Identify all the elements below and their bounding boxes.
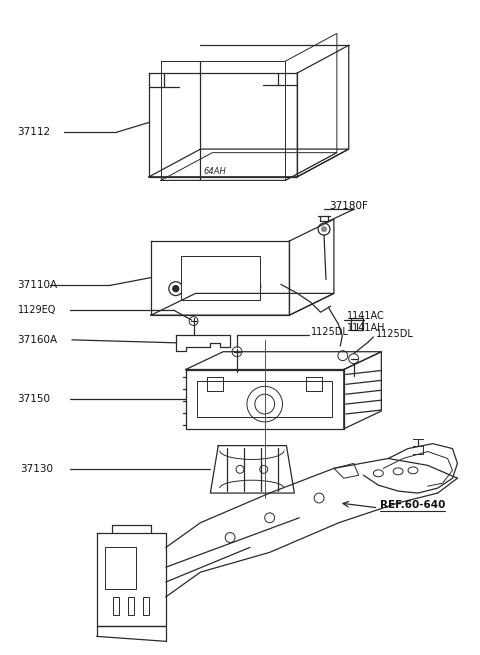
Text: 1125DL: 1125DL — [311, 327, 349, 337]
Text: 37110A: 37110A — [18, 280, 58, 290]
Text: 37130: 37130 — [21, 464, 54, 474]
Text: 1141AC: 1141AC — [347, 311, 384, 321]
Text: 1129EQ: 1129EQ — [18, 305, 56, 315]
Text: 37112: 37112 — [18, 127, 51, 138]
FancyBboxPatch shape — [128, 597, 134, 614]
FancyBboxPatch shape — [143, 597, 149, 614]
Circle shape — [173, 286, 179, 291]
Text: 37160A: 37160A — [18, 335, 58, 345]
FancyBboxPatch shape — [113, 597, 120, 614]
Text: REF.60-640: REF.60-640 — [380, 500, 446, 510]
Text: 37180F: 37180F — [329, 202, 368, 212]
Circle shape — [321, 226, 327, 232]
Text: 1125DL: 1125DL — [376, 329, 414, 339]
FancyBboxPatch shape — [180, 256, 260, 301]
FancyBboxPatch shape — [105, 548, 136, 589]
Text: 37150: 37150 — [18, 394, 50, 404]
Circle shape — [252, 284, 257, 289]
Text: 64AH: 64AH — [204, 167, 227, 176]
Text: 1141AH: 1141AH — [347, 323, 385, 333]
